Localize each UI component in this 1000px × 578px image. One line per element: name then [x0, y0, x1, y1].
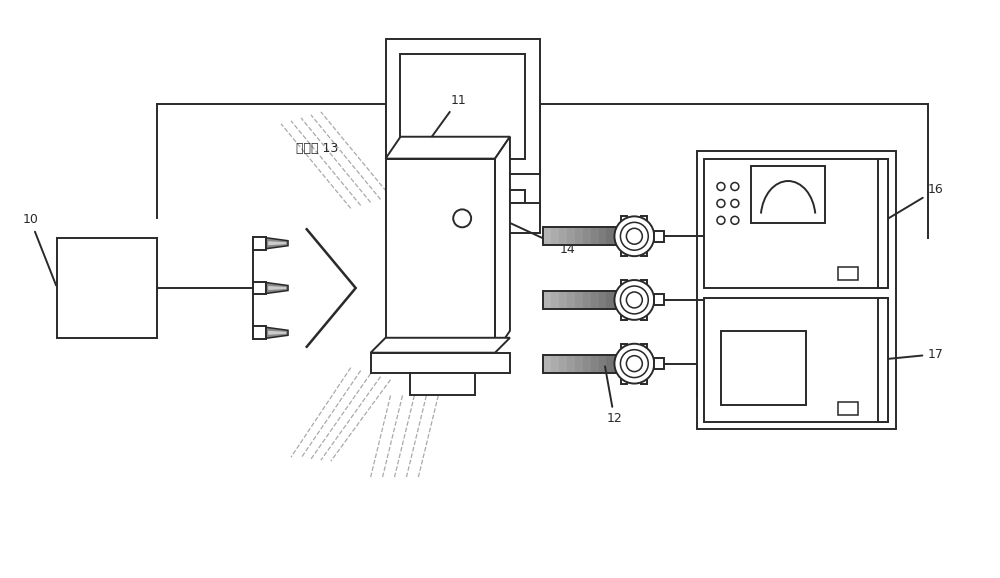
Polygon shape	[266, 283, 288, 294]
Bar	[606, 227, 615, 245]
Bar	[559, 227, 568, 245]
Bar	[400, 54, 525, 158]
Polygon shape	[371, 338, 510, 353]
Bar	[641, 344, 647, 384]
Bar	[591, 291, 600, 309]
Bar	[543, 355, 552, 373]
Bar	[641, 216, 647, 256]
Bar	[614, 291, 623, 309]
Bar	[575, 291, 584, 309]
Bar	[599, 291, 607, 309]
Bar	[559, 291, 568, 309]
Text: 热辐射 13: 热辐射 13	[296, 142, 338, 155]
Bar	[583, 355, 592, 373]
Circle shape	[614, 216, 654, 256]
Bar	[551, 291, 560, 309]
Circle shape	[620, 223, 648, 250]
Bar	[543, 355, 622, 373]
Circle shape	[620, 286, 648, 314]
Polygon shape	[268, 331, 286, 335]
Bar	[543, 227, 622, 245]
Bar	[543, 291, 552, 309]
Bar	[614, 355, 623, 373]
Bar	[721, 331, 806, 405]
Polygon shape	[386, 137, 510, 158]
Circle shape	[620, 350, 648, 377]
Bar	[591, 355, 600, 373]
Bar	[450, 173, 475, 191]
Bar	[751, 165, 825, 223]
Bar	[621, 216, 627, 256]
Circle shape	[453, 209, 471, 227]
Circle shape	[626, 228, 642, 244]
Bar	[614, 227, 623, 245]
Bar	[567, 291, 576, 309]
Bar	[654, 294, 664, 305]
Text: 12: 12	[605, 366, 622, 425]
Bar	[475, 191, 525, 203]
Circle shape	[717, 199, 725, 208]
Polygon shape	[495, 137, 510, 353]
Bar	[386, 203, 540, 234]
Bar	[583, 291, 592, 309]
Bar	[575, 355, 584, 373]
Bar	[606, 291, 615, 309]
Circle shape	[626, 355, 642, 372]
Bar	[621, 280, 627, 320]
Bar	[606, 355, 615, 373]
Bar	[583, 227, 592, 245]
Polygon shape	[266, 327, 288, 338]
Bar	[654, 358, 664, 369]
Bar	[575, 227, 584, 245]
Bar	[253, 237, 266, 250]
Bar	[591, 227, 600, 245]
Bar	[641, 280, 647, 320]
Bar	[567, 355, 576, 373]
Bar	[697, 151, 896, 429]
Bar	[878, 298, 888, 423]
Circle shape	[731, 183, 739, 191]
Circle shape	[614, 344, 654, 384]
Bar	[400, 191, 450, 203]
Bar	[838, 402, 858, 416]
Bar	[599, 355, 607, 373]
Circle shape	[614, 280, 654, 320]
Polygon shape	[266, 238, 288, 249]
Bar	[543, 227, 552, 245]
Bar	[654, 231, 664, 242]
Bar	[386, 158, 495, 353]
Bar	[410, 373, 475, 395]
Circle shape	[717, 216, 725, 224]
Bar	[838, 267, 858, 280]
Bar	[567, 227, 576, 245]
Bar	[878, 158, 888, 288]
Bar	[253, 281, 266, 294]
Polygon shape	[268, 241, 286, 245]
Bar	[621, 344, 627, 384]
Text: 14: 14	[503, 220, 575, 256]
Bar	[559, 355, 568, 373]
Circle shape	[731, 216, 739, 224]
Bar	[551, 227, 560, 245]
Text: 17: 17	[883, 348, 944, 361]
Bar	[704, 298, 888, 423]
Bar	[253, 327, 266, 339]
Bar	[543, 291, 622, 309]
Circle shape	[717, 183, 725, 191]
Bar	[386, 39, 540, 173]
Bar	[371, 353, 510, 373]
Text: 16: 16	[883, 183, 944, 222]
Bar	[57, 238, 157, 338]
Circle shape	[731, 199, 739, 208]
Circle shape	[626, 292, 642, 308]
Text: 10: 10	[22, 213, 56, 286]
Bar	[704, 158, 888, 288]
Bar	[599, 227, 607, 245]
Text: 11: 11	[432, 94, 466, 136]
Polygon shape	[268, 286, 286, 290]
Bar	[551, 355, 560, 373]
